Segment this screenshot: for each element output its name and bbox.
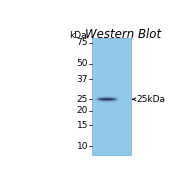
Text: kDa: kDa — [69, 31, 87, 40]
Text: 10: 10 — [76, 142, 88, 151]
Text: 25kDa: 25kDa — [136, 95, 165, 104]
Text: 15: 15 — [76, 121, 88, 130]
Text: 50: 50 — [76, 59, 88, 68]
Text: Western Blot: Western Blot — [85, 28, 161, 41]
Ellipse shape — [98, 98, 116, 101]
Bar — [92, 38, 131, 155]
Text: 20: 20 — [77, 106, 88, 115]
Ellipse shape — [96, 96, 118, 102]
Ellipse shape — [95, 96, 119, 103]
Ellipse shape — [102, 98, 112, 100]
Text: 37: 37 — [76, 75, 88, 84]
Text: 25: 25 — [77, 95, 88, 104]
Text: 75: 75 — [76, 38, 88, 47]
Ellipse shape — [97, 97, 117, 101]
